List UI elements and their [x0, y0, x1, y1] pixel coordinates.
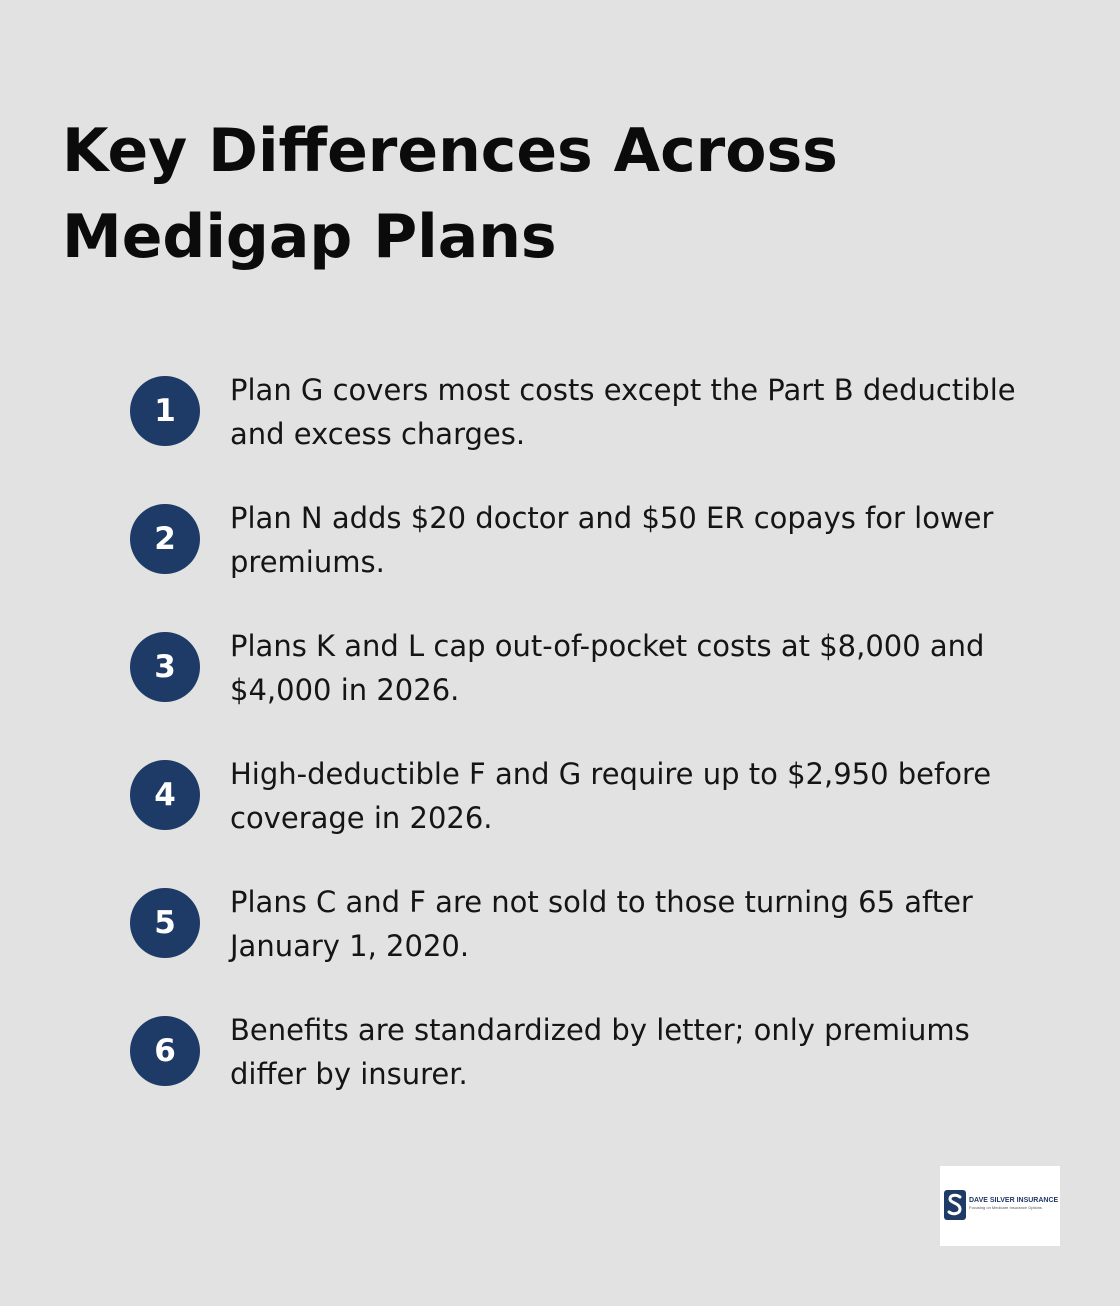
differences-list: 1 Plan G covers most costs except the Pa…: [130, 368, 1050, 1136]
number-badge: 2: [130, 504, 200, 574]
page-title: Key Differences Across Medigap Plans: [62, 116, 838, 272]
list-item: 2 Plan N adds $20 doctor and $50 ER copa…: [130, 496, 1050, 624]
list-item: 5 Plans C and F are not sold to those tu…: [130, 880, 1050, 1008]
logo-company-name: DAVE SILVER INSURANCE: [969, 1197, 1059, 1204]
list-item-text: Plans C and F are not sold to those turn…: [230, 885, 973, 963]
number-badge: 1: [130, 376, 200, 446]
list-item-text: Benefits are standardized by letter; onl…: [230, 1013, 970, 1091]
list-item: 4 High-deductible F and G require up to …: [130, 752, 1050, 880]
list-item: 3 Plans K and L cap out-of-pocket costs …: [130, 624, 1050, 752]
number-badge: 5: [130, 888, 200, 958]
s-monogram-icon: [944, 1190, 966, 1220]
number-badge: 3: [130, 632, 200, 702]
list-item-text: Plan N adds $20 doctor and $50 ER copays…: [230, 501, 994, 579]
number-badge: 4: [130, 760, 200, 830]
list-item-text: Plans K and L cap out-of-pocket costs at…: [230, 629, 985, 707]
number-badge: 6: [130, 1016, 200, 1086]
company-logo: DAVE SILVER INSURANCE Focusing on Medica…: [940, 1166, 1060, 1246]
list-item: 6 Benefits are standardized by letter; o…: [130, 1008, 1050, 1136]
list-item-text: Plan G covers most costs except the Part…: [230, 373, 1016, 451]
logo-tagline: Focusing on Medicare Insurance Options: [969, 1205, 1042, 1210]
list-item: 1 Plan G covers most costs except the Pa…: [130, 368, 1050, 496]
list-item-text: High-deductible F and G require up to $2…: [230, 757, 992, 835]
